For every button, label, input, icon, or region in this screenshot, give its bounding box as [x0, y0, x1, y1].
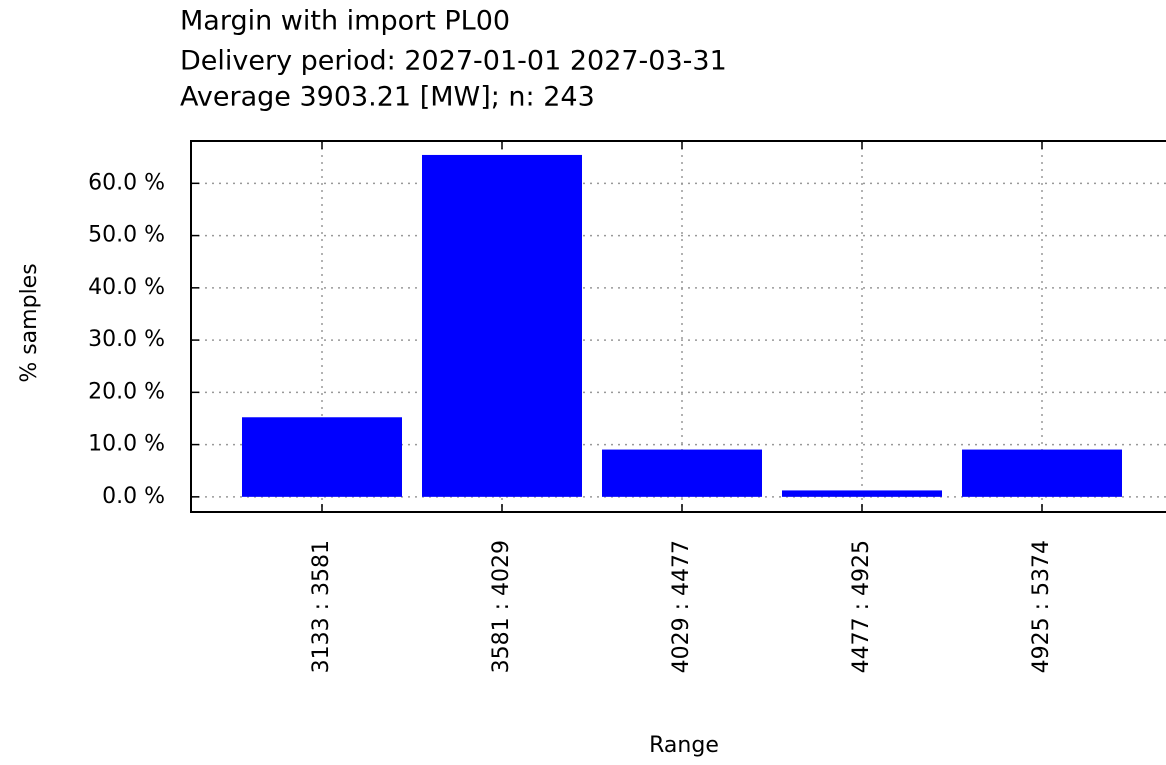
bar — [602, 449, 762, 497]
y-tick-label: 10.0 % — [88, 432, 165, 457]
y-tick-label: 0.0 % — [102, 484, 165, 509]
x-tick-label: 4029 : 4477 — [669, 540, 694, 673]
bar — [782, 490, 942, 497]
y-tick-label: 40.0 % — [88, 275, 165, 300]
x-axis-label: Range — [649, 733, 719, 758]
y-tick-label: 30.0 % — [88, 327, 165, 352]
x-tick-label: 3133 : 3581 — [309, 540, 334, 673]
y-tick-label: 50.0 % — [88, 223, 165, 248]
y-axis-label: % samples — [17, 263, 42, 382]
chart-subtitle: Average 3903.21 [MW]; n: 243 — [180, 82, 595, 113]
bar — [422, 154, 582, 497]
x-tick-label: 3581 : 4029 — [489, 540, 514, 673]
bar — [242, 417, 402, 497]
y-tick-label: 20.0 % — [88, 379, 165, 404]
chart-title: Margin with import PL00 — [180, 6, 510, 37]
y-tick-label: 60.0 % — [88, 170, 165, 195]
plot-frame — [190, 140, 1166, 513]
x-tick-label: 4925 : 5374 — [1029, 540, 1054, 673]
bar — [962, 449, 1122, 497]
chart-subtitle: Delivery period: 2027-01-01 2027-03-31 — [180, 46, 727, 77]
x-tick-label: 4477 : 4925 — [849, 540, 874, 673]
